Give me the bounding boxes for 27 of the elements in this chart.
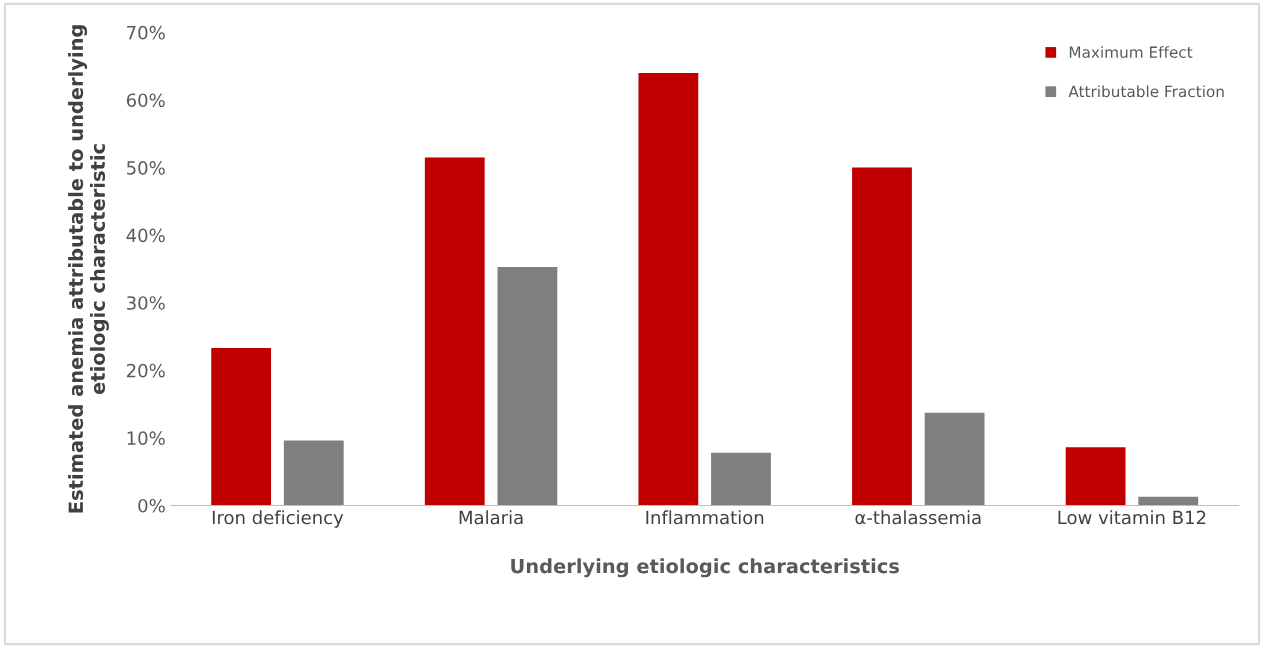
y-axis-title: Estimated anemia attributable to underlying etiologic characteristic [68,25,109,513]
legend-label: Attributable Fraction [1068,85,1224,98]
bar [852,167,912,506]
x-tick-label: Malaria [459,510,523,525]
y-tick-label: 70% [127,25,165,40]
x-tick-label: Iron deficiency [212,510,344,528]
y-tick-label: 60% [126,93,165,108]
y-tick-label: 10% [127,431,165,445]
bar [1138,496,1199,506]
bar [283,440,344,506]
x-tick-label: Inflammation [646,510,764,525]
legend-label: Maximum Effect [1069,46,1193,58]
bar [424,157,485,506]
x-axis-title: Underlying etiologic characteristics [511,558,899,578]
bar [1065,447,1126,506]
bar [924,412,985,506]
y-tick-label: 30% [127,296,165,310]
x-tick-label: Low vitamin B12 [1058,510,1206,525]
y-tick-label: 0% [138,498,165,513]
bar [711,452,771,506]
x-tick-label: α-thalassemia [855,510,981,525]
bar [211,347,272,506]
y-tick-label: 50% [127,161,165,175]
y-tick-label: 40% [126,228,165,243]
bar [638,72,699,506]
y-tick-label: 20% [126,363,165,378]
bar [497,266,558,506]
